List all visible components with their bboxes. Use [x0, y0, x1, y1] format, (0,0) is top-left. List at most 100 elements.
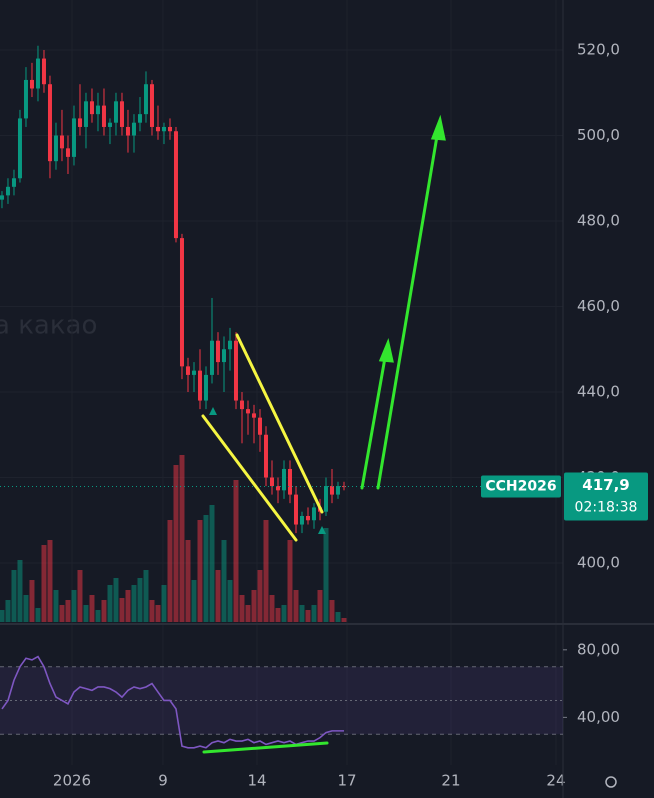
candle-body: [113, 101, 118, 123]
candle-body: [41, 58, 46, 85]
arrow: [360, 350, 388, 490]
candle-body: [203, 374, 208, 401]
volume-bar: [293, 590, 299, 622]
candle-body: [131, 122, 136, 136]
candle-body: [275, 486, 280, 491]
arrowhead: [430, 114, 446, 141]
volume-bar: [191, 580, 197, 622]
x-tick-label: 9: [158, 772, 168, 790]
volume-bar: [71, 590, 77, 622]
y-tick-label: 400,0: [577, 554, 620, 572]
volume-bar: [17, 560, 23, 622]
volume-bar: [161, 585, 167, 622]
volume-bar: [41, 545, 47, 622]
drawings: [201, 114, 446, 754]
volume-bar: [305, 610, 311, 622]
volume-bar: [101, 600, 107, 622]
volume-bar: [245, 605, 251, 622]
candle-body: [251, 413, 256, 418]
volume-bar: [299, 605, 305, 622]
volume-bar: [107, 585, 113, 622]
candle-body: [281, 468, 286, 491]
volume-bar: [287, 540, 293, 622]
candle-body: [221, 349, 226, 363]
volume-bar: [5, 600, 11, 622]
candle-body: [227, 340, 232, 350]
candle-body: [263, 434, 268, 478]
candle-body: [5, 186, 10, 196]
volume-bar: [131, 585, 137, 622]
candle-body: [83, 101, 88, 127]
volume-bar: [251, 590, 257, 622]
marker: [318, 526, 326, 534]
watermark: а какао: [0, 311, 97, 341]
volume-bar: [65, 600, 71, 622]
candle-body: [47, 84, 52, 162]
y-tick-label: 480,0: [577, 212, 620, 230]
settings-icon[interactable]: [605, 776, 617, 788]
symbol-box: [481, 475, 561, 498]
volume-bar: [23, 595, 29, 622]
x-tick-label: 24: [546, 772, 565, 790]
candle-body: [335, 486, 340, 495]
candle-body: [125, 126, 130, 136]
channel-line: [235, 333, 324, 514]
candle-body: [107, 122, 112, 127]
volume-bar: [215, 570, 221, 622]
volume-bar: [197, 520, 203, 622]
candle-body: [179, 238, 184, 367]
volume-bar: [239, 595, 245, 622]
candle-body: [143, 84, 148, 115]
candle-body: [341, 486, 346, 488]
y-tick-label: 80,00: [577, 640, 620, 658]
candle-body: [185, 366, 190, 375]
volume-bar: [221, 540, 227, 622]
candle-body: [149, 84, 154, 127]
candle-body: [155, 126, 160, 132]
volume-bar: [113, 578, 119, 622]
candle-body: [29, 79, 34, 89]
x-axis: 2026 9 14 17 21 24: [53, 0, 566, 790]
candle-body: [287, 468, 292, 495]
volume-bar: [137, 578, 143, 622]
candle-body: [173, 131, 178, 239]
volume-bar: [83, 605, 89, 622]
candle-body: [17, 118, 22, 179]
volume-bar: [149, 600, 155, 622]
volume-bar: [119, 598, 125, 622]
candle-body: [329, 486, 334, 495]
marker: [209, 407, 217, 415]
candle-body: [59, 135, 64, 149]
channel-line: [201, 414, 298, 542]
volume-bar: [281, 605, 287, 622]
volume-bar: [29, 580, 35, 622]
candle-body: [167, 126, 172, 132]
arrowhead: [378, 338, 394, 363]
volume-bar: [341, 618, 347, 622]
volume-bar: [185, 540, 191, 622]
candle-body: [161, 126, 166, 132]
x-tick-label: 21: [441, 772, 460, 790]
volume-bar: [335, 612, 341, 622]
candle-body: [197, 370, 202, 401]
y-tick-label: 500,0: [577, 126, 620, 144]
candle-body: [11, 178, 16, 187]
candle-body: [293, 494, 298, 525]
volume-bar: [167, 520, 173, 622]
candle-body: [269, 477, 274, 487]
volume-bar: [77, 570, 83, 622]
candle-body: [311, 507, 316, 521]
volume-bar: [143, 570, 149, 622]
volume-bar: [155, 605, 161, 622]
candle-body: [245, 409, 250, 414]
candle-body: [119, 101, 124, 127]
candle-body: [77, 118, 82, 127]
candle-body: [71, 118, 76, 157]
candle-body: [65, 148, 70, 157]
volume-bar: [269, 595, 275, 622]
candle-body: [137, 114, 142, 123]
volume-bar: [89, 595, 95, 622]
countdown: 02:18:38: [575, 499, 638, 515]
candle-body: [89, 101, 94, 115]
